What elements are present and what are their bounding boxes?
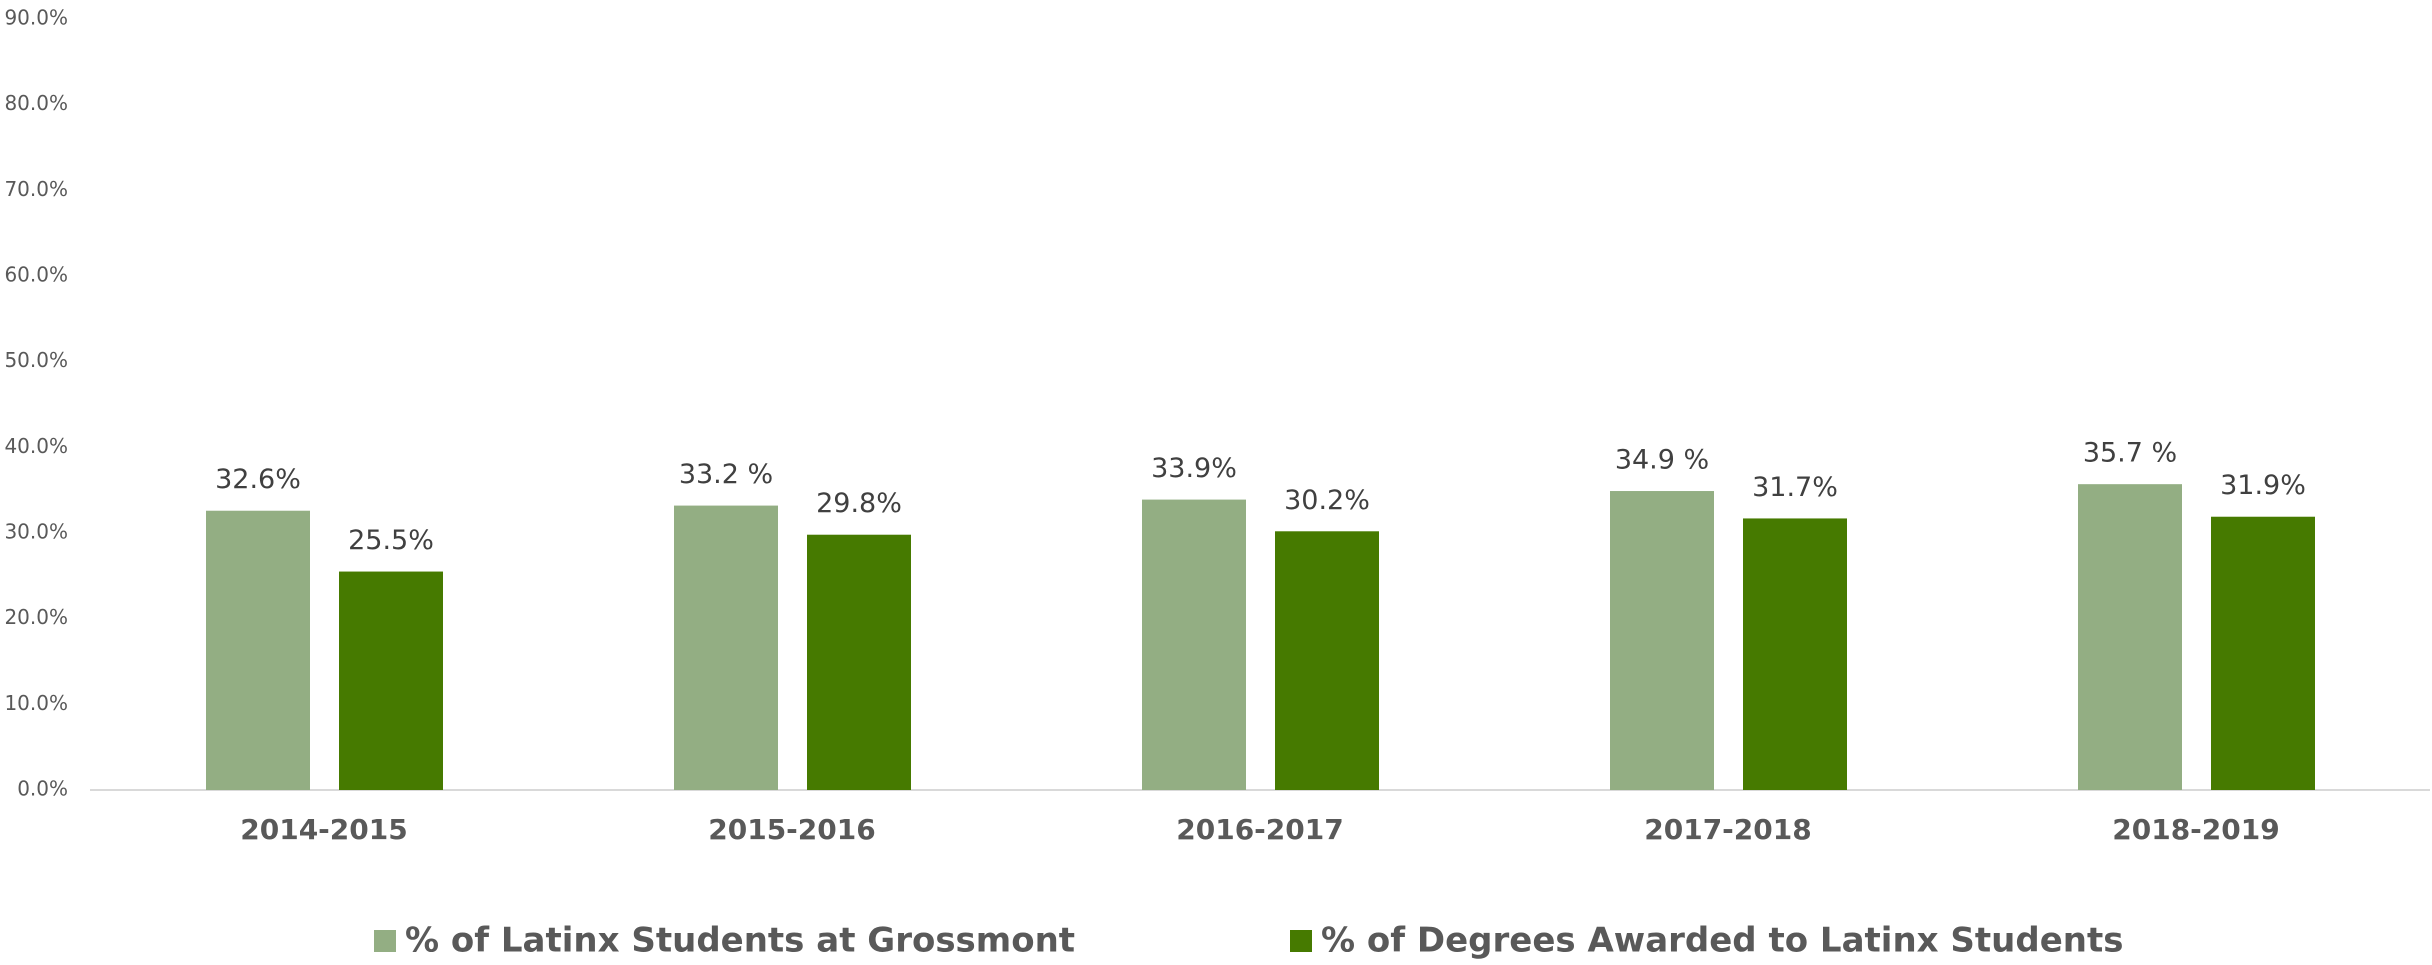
legend-label: % of Latinx Students at Grossmont: [405, 921, 1075, 961]
legend-swatch: [1290, 930, 1312, 952]
y-tick-label: 80.0%: [4, 91, 68, 115]
value-label: 32.6%: [215, 464, 301, 495]
bar: [2078, 484, 2182, 790]
bar: [807, 534, 911, 790]
bar: [1275, 531, 1379, 790]
bar: [1610, 491, 1714, 790]
y-tick-label: 10.0%: [4, 691, 68, 715]
x-tick-label: 2016-2017: [1176, 813, 1343, 846]
value-label: 29.8%: [816, 488, 902, 519]
bar: [1142, 499, 1246, 790]
value-label: 35.7 %: [2083, 438, 2177, 469]
value-label: 31.9%: [2220, 470, 2306, 501]
y-tick-label: 40.0%: [4, 434, 68, 458]
value-label: 33.9%: [1151, 453, 1237, 484]
x-tick-label: 2015-2016: [708, 813, 875, 846]
legend-label: % of Degrees Awarded to Latinx Students: [1321, 921, 2123, 961]
y-tick-label: 90.0%: [4, 6, 68, 30]
y-tick-label: 70.0%: [4, 177, 68, 201]
x-tick-label: 2014-2015: [240, 813, 407, 846]
value-label: 30.2%: [1284, 485, 1370, 516]
value-label: 33.2 %: [679, 459, 773, 490]
x-tick-label: 2017-2018: [1644, 813, 1811, 846]
bar: [2211, 516, 2315, 790]
x-tick-label: 2018-2019: [2112, 813, 2279, 846]
legend-swatch: [374, 930, 396, 952]
y-tick-label: 20.0%: [4, 605, 68, 629]
y-tick-label: 30.0%: [4, 520, 68, 544]
bar: [1743, 518, 1847, 790]
y-tick-label: 0.0%: [17, 777, 68, 801]
value-label: 31.7%: [1752, 472, 1838, 503]
bar: [339, 571, 443, 790]
value-label: 25.5%: [348, 525, 434, 556]
y-tick-label: 60.0%: [4, 263, 68, 287]
value-label: 34.9 %: [1615, 445, 1709, 476]
y-tick-label: 50.0%: [4, 348, 68, 372]
bar: [206, 510, 310, 790]
bar: [674, 505, 778, 790]
